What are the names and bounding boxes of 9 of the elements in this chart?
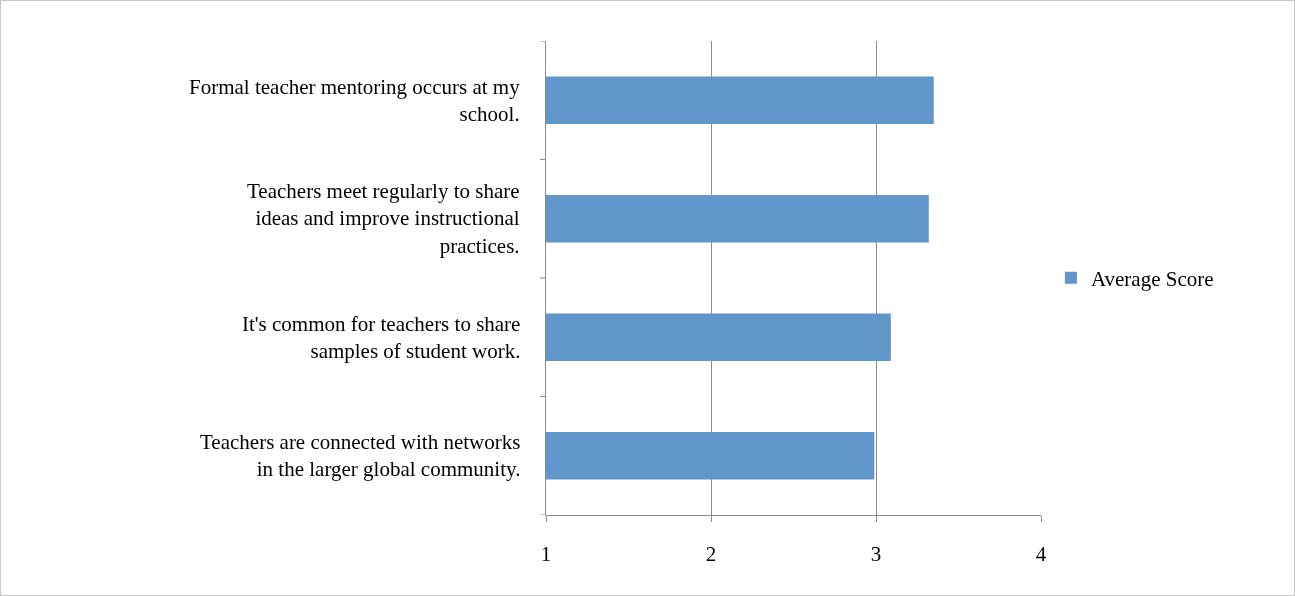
y-tick-label: Teachers meet regularly to share ideas and improve instructional practices.: [247, 179, 520, 258]
x-tick-label: 2: [705, 542, 717, 567]
y-tick-label: Teachers are connected with networks in the larger global community.: [200, 430, 521, 482]
x-tick-label: 1: [540, 542, 552, 567]
y-tick-label: It's common for teachers to share samples of student work.: [242, 312, 521, 364]
y-tick-label: Formal teacher mentoring occurs at my school.: [189, 75, 521, 127]
x-tick-label: 4: [1035, 542, 1047, 567]
x-tick-label: 3: [870, 542, 882, 567]
legend-label: Average Score: [1090, 266, 1214, 291]
